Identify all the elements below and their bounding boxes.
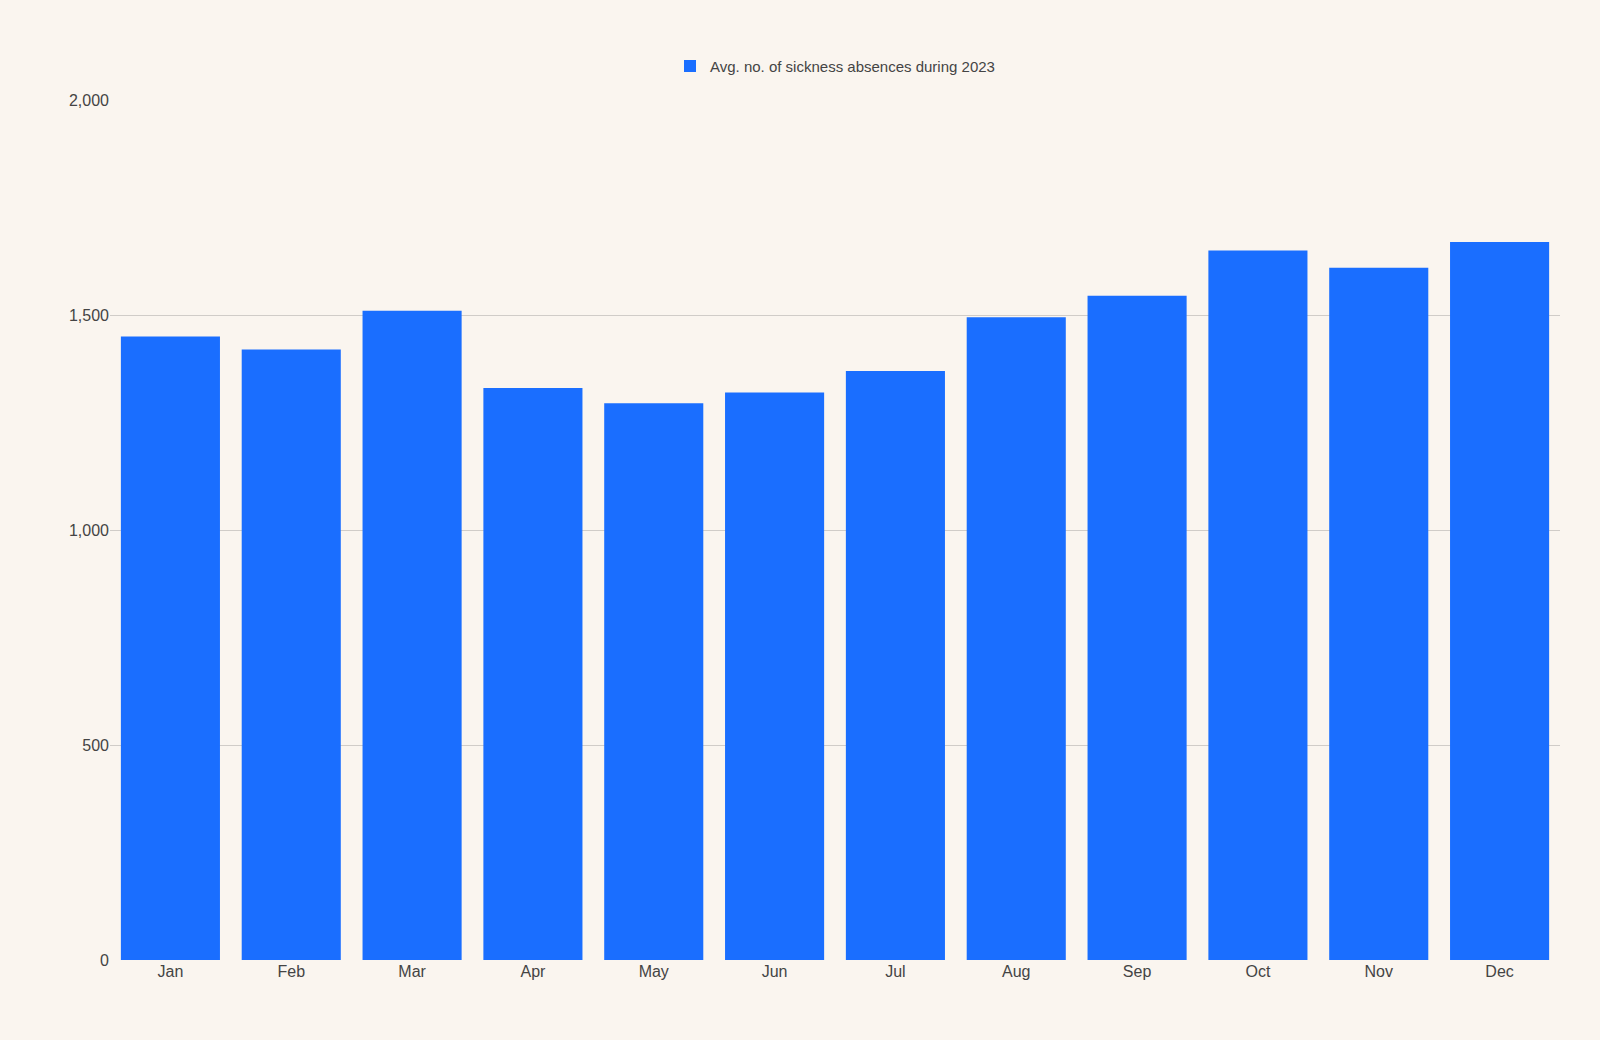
svg-text:Avg. no. of sickness absences: Avg. no. of sickness absences during 202… xyxy=(710,58,995,75)
svg-text:500: 500 xyxy=(82,737,109,754)
svg-text:Nov: Nov xyxy=(1365,963,1393,980)
svg-text:Feb: Feb xyxy=(277,963,305,980)
svg-text:Sep: Sep xyxy=(1123,963,1152,980)
svg-text:1,000: 1,000 xyxy=(69,522,109,539)
svg-text:May: May xyxy=(639,963,669,980)
svg-text:Aug: Aug xyxy=(1002,963,1030,980)
svg-text:Oct: Oct xyxy=(1245,963,1270,980)
svg-text:Dec: Dec xyxy=(1485,963,1513,980)
svg-text:2,000: 2,000 xyxy=(69,92,109,109)
svg-text:0: 0 xyxy=(100,952,109,969)
svg-text:Mar: Mar xyxy=(398,963,426,980)
svg-text:Jan: Jan xyxy=(158,963,184,980)
svg-text:Jun: Jun xyxy=(762,963,788,980)
svg-text:Jul: Jul xyxy=(885,963,905,980)
svg-text:Apr: Apr xyxy=(520,963,546,980)
svg-text:1,500: 1,500 xyxy=(69,307,109,324)
